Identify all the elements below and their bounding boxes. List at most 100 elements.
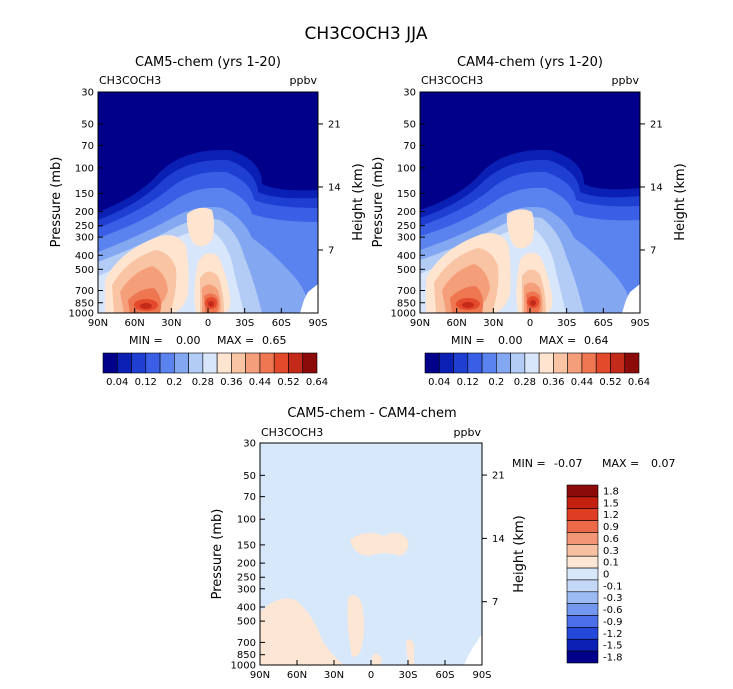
colorbar-swatch xyxy=(496,352,511,374)
contour-band xyxy=(530,300,536,306)
colorbar-swatch xyxy=(481,352,497,374)
right-axis-label: Height (km) xyxy=(351,163,366,240)
right-tick-label: 21 xyxy=(492,471,505,482)
colorbar-swatch xyxy=(216,352,232,374)
y-tick-label: 850 xyxy=(75,298,94,309)
contour-band xyxy=(186,207,214,247)
colorbar-swatch xyxy=(510,352,526,374)
colorbar: 1.81.51.20.90.60.30.10-0.1-0.3-0.6-0.9-1… xyxy=(566,484,623,664)
colorbar-swatch xyxy=(566,532,599,545)
colorbar-label: 0.36 xyxy=(220,377,242,388)
colorbar-swatch xyxy=(188,352,204,374)
y-tick-label: 400 xyxy=(397,251,416,262)
terrain-mask xyxy=(300,284,318,313)
y-tick-label: 300 xyxy=(397,233,416,244)
x-tick-label: 90S xyxy=(472,670,491,681)
contour-field xyxy=(420,92,640,313)
y-tick-label: 70 xyxy=(403,141,416,152)
colorbar-swatch xyxy=(566,567,599,581)
colorbar-label: 0.36 xyxy=(542,377,564,388)
min-value: -0.07 xyxy=(554,457,582,470)
right-tick-label: 21 xyxy=(328,119,341,130)
colorbar-swatch xyxy=(102,352,118,374)
colorbar-swatch xyxy=(566,591,599,604)
colorbar-label: 0.3 xyxy=(603,546,619,557)
colorbar-label: 0 xyxy=(603,570,609,581)
panel-title: CAM5-chem (yrs 1-20) xyxy=(135,55,281,70)
colorbar-swatch xyxy=(595,352,611,374)
colorbar-label: 0.44 xyxy=(571,377,593,388)
y-tick-label: 200 xyxy=(75,207,94,218)
x-tick-label: 30N xyxy=(483,318,503,329)
panel-cam5: CAM5-chem (yrs 1-20) CH3COCH3 ppbv xyxy=(49,55,366,388)
y-tick-label: 400 xyxy=(237,602,256,613)
x-tick-label: 30N xyxy=(324,670,344,681)
species-label: CH3COCH3 xyxy=(421,74,483,87)
y-tick-label: 70 xyxy=(81,141,94,152)
colorbar-swatch xyxy=(231,352,246,374)
y-tick-label: 250 xyxy=(75,221,94,232)
colorbar-swatch xyxy=(524,352,540,374)
colorbar-swatch xyxy=(116,352,132,374)
contour-band xyxy=(260,598,344,665)
min-max-readout: MIN = -0.07 MAX = 0.07 xyxy=(512,457,676,470)
colorbar-swatch xyxy=(131,352,147,374)
contour-band xyxy=(372,653,382,665)
terrain-mask xyxy=(464,634,482,665)
x-tick-label: 90N xyxy=(410,318,430,329)
colorbar-swatch xyxy=(288,352,304,374)
y-tick-label: 850 xyxy=(237,650,256,661)
x-tick-label: 60N xyxy=(287,670,307,681)
min-value: 0.00 xyxy=(498,334,523,347)
colorbar-swatch xyxy=(567,352,583,374)
contour-band xyxy=(140,303,152,309)
y-tick-label: 30 xyxy=(403,88,416,99)
colorbar-swatch xyxy=(566,615,599,628)
colorbar-swatch xyxy=(566,484,599,498)
colorbar-swatch xyxy=(174,352,189,374)
min-label: MIN = xyxy=(129,334,163,347)
panel-difference: CAM5-chem - CAM4-chem CH3COCH3 ppbv 90N 6… xyxy=(210,406,676,681)
colorbar-swatch xyxy=(566,603,599,616)
right-tick-label: 14 xyxy=(492,534,505,545)
units-label: ppbv xyxy=(612,74,640,87)
min-max-readout: MIN = 0.00 MAX = 0.65 xyxy=(129,334,287,347)
x-tick-label: 0 xyxy=(205,318,211,329)
y-tick-label: 500 xyxy=(237,617,256,628)
colorbar-swatch xyxy=(245,352,261,374)
y-axis-label: Pressure (mb) xyxy=(371,157,386,248)
colorbar-label: 0.9 xyxy=(603,522,619,533)
terrain-mask xyxy=(622,284,640,313)
colorbar-swatch xyxy=(259,352,275,374)
y-tick-label: 30 xyxy=(243,439,256,450)
y-tick-label: 250 xyxy=(237,573,256,584)
y-tick-label: 700 xyxy=(397,286,416,297)
max-label: MAX = xyxy=(217,334,254,347)
colorbar-swatch xyxy=(159,352,175,374)
colorbar-swatch xyxy=(538,352,554,374)
y-tick-label: 70 xyxy=(243,492,256,503)
contour-field xyxy=(260,443,482,665)
colorbar-label: 0.64 xyxy=(628,377,650,388)
colorbar-label: 0.2 xyxy=(488,377,504,388)
colorbar-swatch xyxy=(566,579,599,593)
colorbar-label: -0.9 xyxy=(603,617,623,628)
colorbar-label: 0.52 xyxy=(277,377,299,388)
colorbar-swatch xyxy=(566,544,599,557)
colorbar-label: 0.04 xyxy=(106,377,128,388)
y-tick-label: 1000 xyxy=(69,309,94,320)
x-tick-label: 60S xyxy=(435,670,454,681)
y-tick-label: 500 xyxy=(397,265,416,276)
max-label: MAX = xyxy=(539,334,576,347)
colorbar-label: -1.2 xyxy=(603,629,623,640)
x-tick-label: 0 xyxy=(527,318,533,329)
x-tick-label: 90S xyxy=(308,318,327,329)
colorbar-swatch xyxy=(566,520,599,533)
panel-title: CAM5-chem - CAM4-chem xyxy=(287,406,456,421)
x-tick-label: 60S xyxy=(272,318,291,329)
colorbar-label: 1.5 xyxy=(603,498,619,509)
y-axis-label: Pressure (mb) xyxy=(210,509,225,600)
contour-field xyxy=(98,92,318,313)
colorbar-label: 0.64 xyxy=(306,377,328,388)
x-tick-label: 30S xyxy=(235,318,254,329)
